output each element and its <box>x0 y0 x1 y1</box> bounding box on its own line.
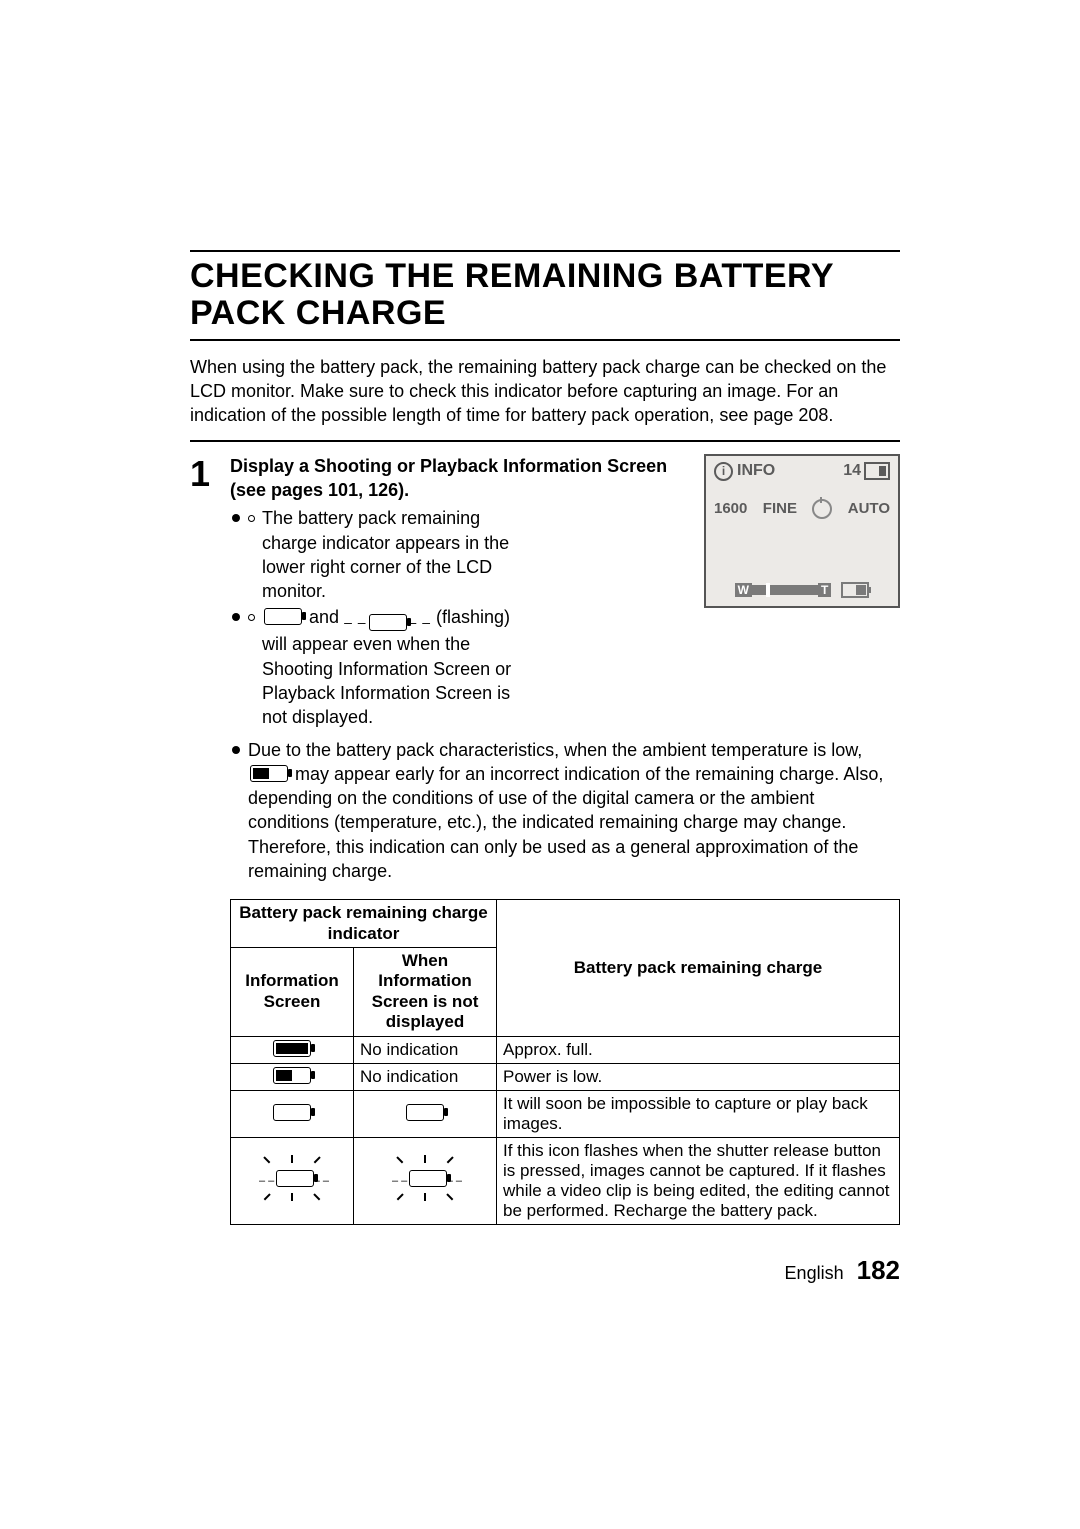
table-row: It will soon be impossible to capture or… <box>231 1090 900 1137</box>
table-header-charge: Battery pack remaining charge <box>497 900 900 1036</box>
bullet-item: Due to the battery pack characteristics,… <box>230 738 900 884</box>
bullet-text: and <box>309 607 344 627</box>
battery-empty-icon <box>406 1104 444 1121</box>
battery-empty-icon <box>273 1104 311 1121</box>
title-block: CHECKING THE REMAINING BATTERY PACK CHAR… <box>190 250 900 341</box>
page-number: 182 <box>857 1255 900 1285</box>
bullet-item: and – – – – (flashing) will appear even … <box>230 605 530 729</box>
manual-page: CHECKING THE REMAINING BATTERY PACK CHAR… <box>0 0 1080 1529</box>
bullet-text: may appear early for an incorrect indica… <box>248 764 883 881</box>
table-header-infoscreen: Information Screen <box>231 948 354 1037</box>
info-icon: i <box>714 462 733 481</box>
battery-flashing-icon: – – – – <box>344 613 431 632</box>
zoom-indicator: W T <box>735 583 832 597</box>
lcd-preview: i INFO 14 1600 FINE AUTO W <box>704 454 900 608</box>
lcd-bottom-row: W T <box>706 582 898 598</box>
battery-empty-icon <box>264 608 302 625</box>
cell-text: Power is low. <box>497 1063 900 1090</box>
full-width-bullet: Due to the battery pack characteristics,… <box>230 738 900 884</box>
footer-language: English <box>785 1263 844 1283</box>
table-header-noinfo: When Information Screen is not displayed <box>354 948 497 1037</box>
card-icon <box>864 462 890 480</box>
table-row: No indication Power is low. <box>231 1063 900 1090</box>
step-1: 1 Display a Shooting or Playback Informa… <box>190 454 900 732</box>
lcd-info-label: INFO <box>737 462 775 480</box>
sub-bullet: The battery pack remaining charge indica… <box>246 506 530 603</box>
lcd-quality: FINE <box>763 500 797 517</box>
lcd-iso: 1600 <box>714 500 747 517</box>
table-row: – – – – – – – – If this icon flashes whe… <box>231 1137 900 1224</box>
step-bullets: The battery pack remaining charge indica… <box>230 506 530 729</box>
cell-icon: – – – – <box>231 1137 354 1224</box>
battery-full-icon <box>273 1040 311 1057</box>
page-title: CHECKING THE REMAINING BATTERY PACK CHAR… <box>190 258 900 333</box>
zoom-w: W <box>735 583 752 597</box>
sub-bullet: and – – – – (flashing) will appear even … <box>246 605 530 729</box>
cell-icon <box>231 1036 354 1063</box>
battery-flashing-icon: – – – – <box>257 1155 327 1201</box>
lcd-top-row: i INFO 14 <box>706 456 898 485</box>
cell-icon <box>231 1090 354 1137</box>
battery-table: Battery pack remaining charge indicator … <box>230 899 900 1224</box>
cell-icon <box>354 1090 497 1137</box>
step-number: 1 <box>190 454 216 492</box>
bullet-item: The battery pack remaining charge indica… <box>230 506 530 603</box>
battery-flashing-icon: – – – – <box>390 1155 460 1201</box>
self-timer-icon <box>812 499 832 519</box>
battery-half-icon <box>250 765 288 782</box>
cell-text: No indication <box>354 1063 497 1090</box>
bullet-text: Due to the battery pack characteristics,… <box>248 740 862 760</box>
table-header-group: Battery pack remaining charge indicator <box>231 900 497 948</box>
page-footer: English 182 <box>190 1255 900 1286</box>
intro-paragraph: When using the battery pack, the remaini… <box>190 355 900 442</box>
zoom-t: T <box>818 583 831 597</box>
cell-text: If this icon flashes when the shutter re… <box>497 1137 900 1224</box>
lcd-auto: AUTO <box>848 500 890 517</box>
table-row: No indication Approx. full. <box>231 1036 900 1063</box>
cell-text: No indication <box>354 1036 497 1063</box>
cell-icon <box>231 1063 354 1090</box>
cell-icon: – – – – <box>354 1137 497 1224</box>
cell-text: Approx. full. <box>497 1036 900 1063</box>
lcd-battery-icon <box>841 582 869 598</box>
step-heading: Display a Shooting or Playback Informati… <box>230 454 678 503</box>
lcd-shots: 14 <box>843 462 861 480</box>
lcd-second-row: 1600 FINE AUTO <box>706 485 898 519</box>
cell-text: It will soon be impossible to capture or… <box>497 1090 900 1137</box>
battery-half-icon <box>273 1067 311 1084</box>
